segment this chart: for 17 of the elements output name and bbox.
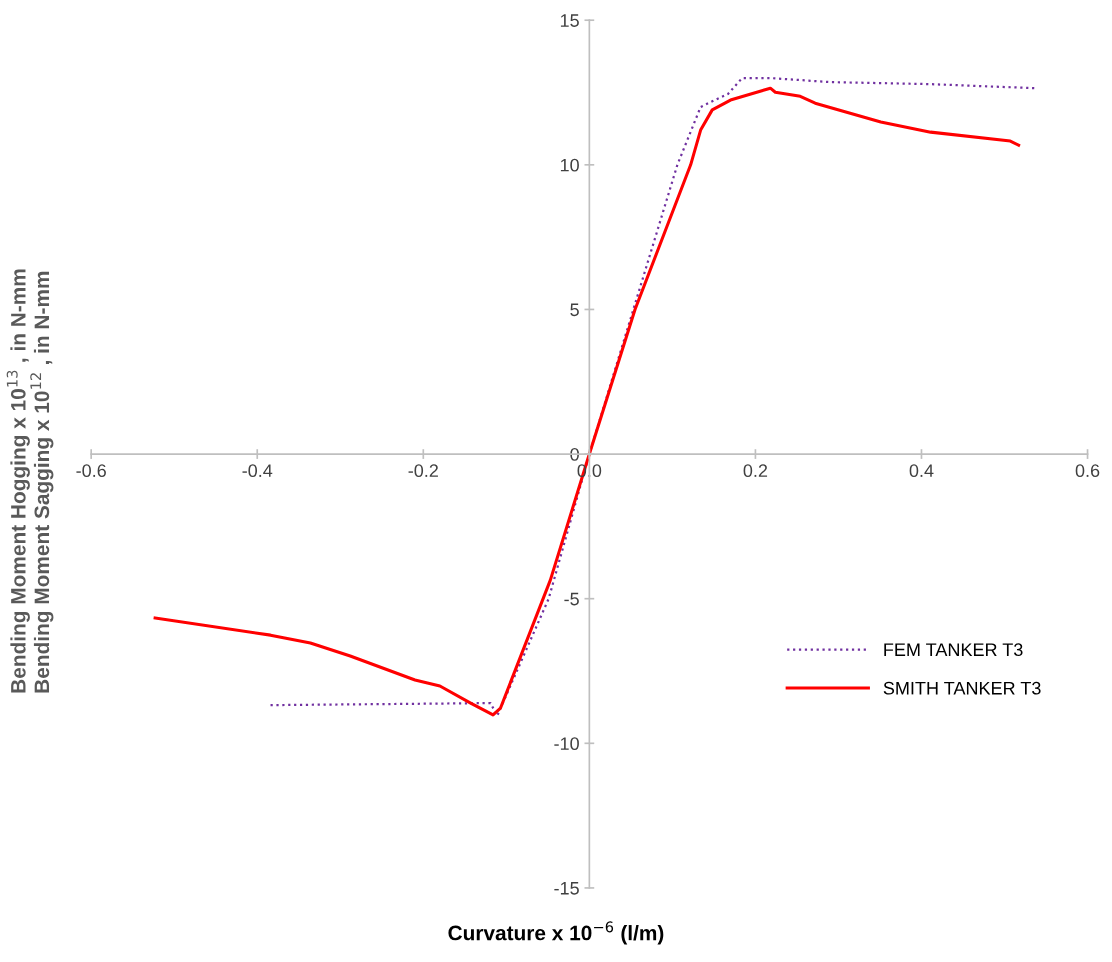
x-tick-label: 0.6 bbox=[1075, 464, 1100, 478]
legend-label: FEM TANKER T3 bbox=[884, 643, 1023, 657]
y-tick-label: 15 bbox=[560, 14, 579, 27]
y-tick-label: 5 bbox=[570, 303, 579, 317]
y-tick-label: -5 bbox=[564, 592, 579, 606]
x-tick-label: 0.2 bbox=[743, 464, 768, 478]
legend-label: SMITH TANKER T3 bbox=[883, 681, 1041, 695]
x-tick-label: -0.4 bbox=[242, 464, 273, 478]
text: Bending Moment Hogging x 10$^{13}$ , in N-mm Bending Moment Sagging x 10$^{12}$ , in N-mm bbox=[6, 269, 54, 693]
line-series bbox=[153, 86, 1021, 717]
y-tick-label: -10 bbox=[554, 737, 579, 751]
x-axis-title: Curvature x 10$^{−6}$ (l/m) bbox=[448, 921, 664, 945]
x-tick-label: -0.2 bbox=[408, 464, 438, 478]
y-tick-label: 10 bbox=[560, 158, 579, 172]
y-tick-label: -15 bbox=[554, 882, 579, 895]
x-tick-label: 0.4 bbox=[909, 464, 934, 478]
x-tick-label: -0.6 bbox=[76, 464, 106, 478]
